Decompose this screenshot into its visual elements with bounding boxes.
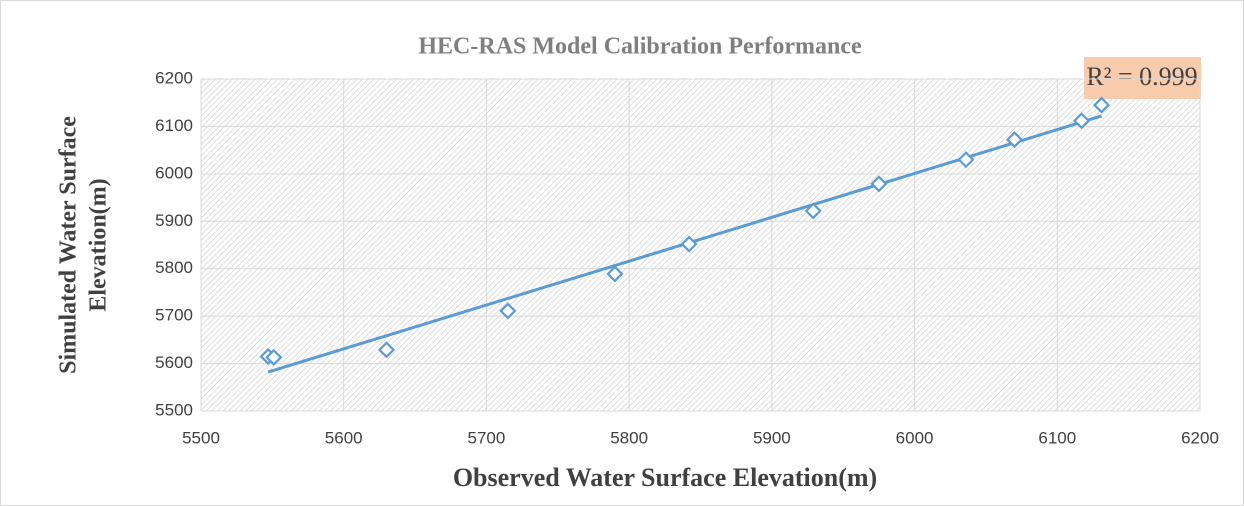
point <box>870 175 888 193</box>
point <box>680 235 698 253</box>
x-tick-label: 6200 <box>1181 428 1219 447</box>
plot-area <box>201 79 1200 411</box>
y-tick-label: 6100 <box>155 116 193 135</box>
point <box>957 151 975 169</box>
r-squared: R² = 0.999 <box>1086 62 1197 91</box>
y-axis-label-line: Simulated Water Surface <box>56 116 82 374</box>
point <box>377 341 396 359</box>
y-tick-label: 5700 <box>155 306 193 325</box>
point <box>1072 112 1091 130</box>
point <box>499 302 517 320</box>
x-axis-label: Observed Water Surface Elevation(m) <box>453 463 877 492</box>
x-tick-label: 5900 <box>753 428 791 447</box>
chart-title: HEC-RAS Model Calibration Performance <box>418 34 862 60</box>
x-tick-label: 5500 <box>182 428 220 447</box>
y-axis-label-line: Elevation(m) <box>86 178 112 311</box>
point <box>606 265 624 283</box>
y-tick-label: 5500 <box>155 400 193 419</box>
x-tick-label: 6100 <box>1038 428 1076 447</box>
annotation-box <box>1084 57 1201 99</box>
point <box>265 348 283 366</box>
y-tick-label: 5600 <box>155 353 193 372</box>
x-tick-label: 5800 <box>610 428 648 447</box>
y-axis-label: Simulated Water Surface Elevation(m) <box>56 116 112 374</box>
x-tick-label: 5700 <box>468 428 506 447</box>
point <box>1005 131 1024 149</box>
point <box>804 202 822 220</box>
y-tick-label: 5800 <box>155 258 193 277</box>
y-tick-label: 5900 <box>155 211 193 230</box>
x-tick-label: 5600 <box>325 428 363 447</box>
y-tick-label: 6200 <box>155 68 193 87</box>
point <box>1092 96 1111 114</box>
x-tick-label: 6000 <box>896 428 934 447</box>
y-tick-label: 6000 <box>155 163 193 182</box>
